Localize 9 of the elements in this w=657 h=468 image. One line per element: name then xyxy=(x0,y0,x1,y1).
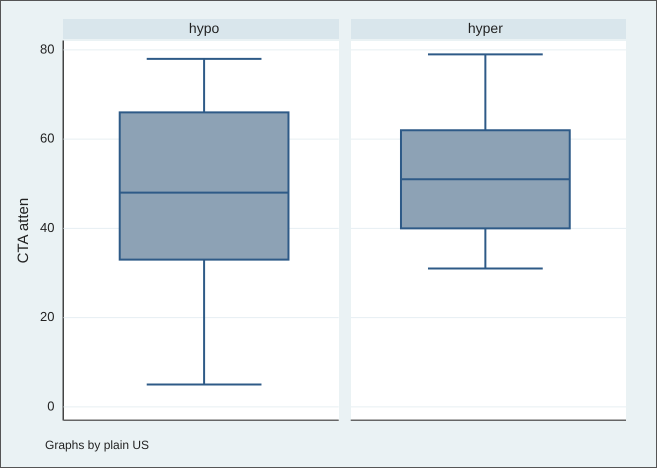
y-tick-label: 0 xyxy=(47,398,54,414)
y-tick-label: 40 xyxy=(40,220,54,235)
x-tick-label: hypo xyxy=(188,20,220,36)
y-tick-label: 60 xyxy=(40,130,54,146)
y-axis-title: CTA atten xyxy=(15,198,32,264)
text: Graphs by plain US xyxy=(45,438,150,452)
x-tick-label: hyper xyxy=(468,20,504,36)
y-tick-label: 80 xyxy=(40,42,54,56)
y-tick-label: 20 xyxy=(40,309,54,324)
